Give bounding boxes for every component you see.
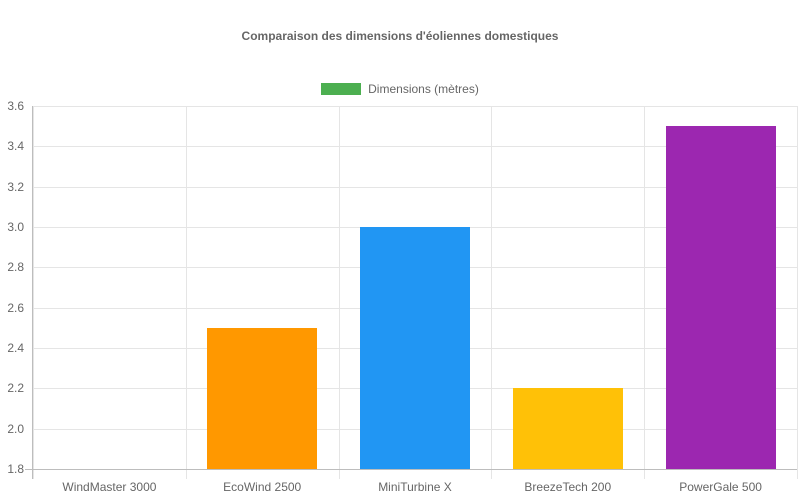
x-tick-label: MiniTurbine X bbox=[378, 480, 452, 494]
gridline-horizontal bbox=[33, 106, 797, 107]
chart-title: Comparaison des dimensions d'éoliennes d… bbox=[241, 29, 559, 43]
gridline-vertical bbox=[186, 106, 187, 479]
y-tick-label: 1.8 bbox=[7, 462, 24, 476]
legend-swatch bbox=[321, 83, 362, 95]
legend-label: Dimensions (mètres) bbox=[368, 82, 479, 96]
y-tick-label: 3.2 bbox=[7, 179, 24, 194]
chart-legend[interactable]: Dimensions (mètres) bbox=[0, 82, 800, 96]
gridline-vertical bbox=[797, 106, 798, 479]
y-tick-label: 3.4 bbox=[7, 139, 24, 154]
y-axis-line bbox=[32, 106, 33, 479]
gridline-vertical bbox=[491, 106, 492, 479]
y-tick-label: 2.0 bbox=[7, 421, 24, 436]
y-tick-label: 2.6 bbox=[7, 300, 24, 315]
plot-area bbox=[33, 106, 798, 479]
gridline-horizontal bbox=[33, 187, 797, 188]
y-tick-label: 2.8 bbox=[7, 260, 24, 275]
x-axis-line bbox=[25, 469, 797, 470]
y-tick-label: 3.0 bbox=[7, 220, 24, 234]
gridline-horizontal bbox=[33, 146, 797, 147]
y-tick-label: 2.2 bbox=[7, 381, 24, 396]
bar[interactable] bbox=[360, 227, 470, 469]
x-tick-label: WindMaster 3000 bbox=[62, 480, 157, 494]
x-tick-label: EcoWind 2500 bbox=[223, 480, 302, 494]
gridline-vertical bbox=[339, 106, 340, 479]
x-tick-label: PowerGale 500 bbox=[679, 480, 762, 494]
y-tick-label: 3.6 bbox=[7, 99, 24, 113]
y-tick-label: 2.4 bbox=[7, 341, 24, 355]
bar[interactable] bbox=[512, 388, 623, 469]
gridline-vertical bbox=[33, 106, 34, 479]
bar[interactable] bbox=[207, 327, 318, 469]
gridline-vertical bbox=[644, 106, 645, 479]
bar[interactable] bbox=[665, 126, 776, 469]
x-tick-label: BreezeTech 200 bbox=[524, 480, 612, 494]
